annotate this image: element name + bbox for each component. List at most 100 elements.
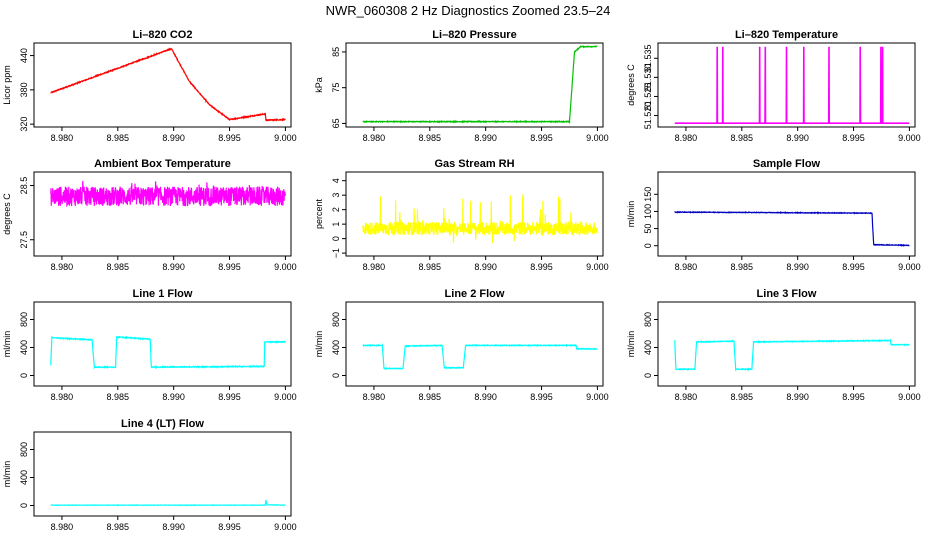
- panel-li-820-co2: Li–820 CO2 Licor ppm 8.980 8.985 8.990 8.995 9…: [2, 29, 297, 143]
- plot-frame: [657, 42, 916, 128]
- y-tick-label: 0: [643, 373, 653, 378]
- series-line: [50, 180, 286, 208]
- panel-title: Line 1 Flow: [133, 288, 193, 300]
- x-tick-label: 8.995: [842, 392, 865, 402]
- y-tick-label: 0: [19, 373, 29, 378]
- y-tick-label: 100: [643, 204, 653, 219]
- panel-title: Line 2 Flow: [445, 288, 505, 300]
- y-axis-label: percent: [314, 198, 324, 229]
- y-tick-label: 0: [643, 243, 653, 248]
- plot-frame: [345, 171, 604, 257]
- x-tick-label: 8.990: [474, 392, 497, 402]
- x-tick-label: 8.990: [474, 262, 497, 272]
- y-axis-label: degrees C: [626, 64, 636, 106]
- x-tick-label: 9.000: [586, 262, 609, 272]
- x-tick-label: 9.000: [274, 262, 297, 272]
- y-tick-label: 75: [331, 83, 341, 93]
- panel-line-1-flow: Line 1 Flow ml/min 8.980 8.985 8.990 8.995 9.0…: [2, 288, 297, 402]
- x-tick-label: 8.985: [107, 262, 130, 272]
- plot-frame: [345, 301, 604, 387]
- series-line: [362, 44, 598, 125]
- x-tick-label: 8.985: [107, 522, 130, 532]
- x-tick-label: 8.990: [162, 262, 185, 272]
- y-tick-label: 400: [643, 340, 653, 355]
- series-line: [50, 499, 286, 507]
- x-tick-label: 8.995: [530, 262, 553, 272]
- x-tick-label: 8.985: [419, 392, 442, 402]
- x-tick-label: 8.995: [842, 262, 865, 272]
- panel-line-3-flow: Line 3 Flow ml/min 8.980 8.985 8.990 8.995 9.0…: [626, 288, 921, 402]
- x-tick-label: 8.980: [675, 262, 698, 272]
- x-tick-label: 8.995: [218, 522, 241, 532]
- y-tick-label: 400: [19, 470, 29, 485]
- x-tick-label: 9.000: [586, 392, 609, 402]
- y-tick-label: 27.5: [19, 231, 29, 249]
- y-tick-label: 51.520: [643, 102, 653, 130]
- x-tick-label: 8.985: [731, 392, 754, 402]
- y-tick-label: 440: [19, 48, 29, 63]
- x-tick-label: 8.985: [731, 262, 754, 272]
- series-line: [362, 193, 598, 244]
- panel-title: Line 4 (LT) Flow: [121, 418, 204, 430]
- x-tick-label: 8.985: [419, 133, 442, 143]
- panel-line-2-flow: Line 2 Flow ml/min 8.980 8.985 8.990 8.995 9.0…: [314, 288, 609, 402]
- y-tick-label: 28.5: [19, 177, 29, 195]
- y-tick-label: −1: [331, 248, 341, 258]
- x-tick-label: 9.000: [274, 522, 297, 532]
- panel-title: Gas Stream RH: [434, 158, 514, 170]
- x-tick-label: 8.980: [51, 262, 74, 272]
- y-axis-label: ml/min: [626, 201, 636, 228]
- y-axis-label: ml/min: [2, 331, 12, 358]
- series-line: [50, 335, 286, 370]
- y-tick-label: 800: [19, 442, 29, 457]
- y-tick-label: 51.530: [643, 64, 653, 92]
- x-tick-label: 9.000: [274, 133, 297, 143]
- x-tick-label: 8.980: [51, 392, 74, 402]
- x-tick-label: 8.980: [51, 522, 74, 532]
- x-tick-label: 8.980: [675, 133, 698, 143]
- y-axis-label: degrees C: [2, 193, 12, 235]
- panel-li-820-temperature: Li–820 Temperature degrees C 8.980 8.985 8.9…: [626, 29, 921, 143]
- y-tick-label: 50: [643, 224, 653, 234]
- panel-title: Li–820 CO2: [133, 29, 193, 41]
- y-axis-label: ml/min: [2, 461, 12, 488]
- y-axis-label: kPa: [314, 77, 324, 93]
- x-tick-label: 8.985: [419, 262, 442, 272]
- y-axis-label: ml/min: [314, 331, 324, 358]
- x-tick-label: 9.000: [274, 392, 297, 402]
- x-tick-label: 8.990: [162, 392, 185, 402]
- y-tick-label: 400: [19, 340, 29, 355]
- y-tick-label: 0: [331, 236, 341, 241]
- x-tick-label: 8.990: [786, 392, 809, 402]
- series-line: [362, 342, 598, 371]
- x-tick-label: 9.000: [898, 262, 921, 272]
- panel-line-4-lt-flow: Line 4 (LT) Flow ml/min 8.980 8.985 8.990 8.9…: [2, 418, 297, 532]
- x-tick-label: 8.980: [363, 392, 386, 402]
- y-tick-label: 320: [19, 117, 29, 132]
- x-tick-label: 8.995: [218, 392, 241, 402]
- series-line: [674, 338, 910, 372]
- series-line: [674, 210, 910, 247]
- x-tick-label: 9.000: [898, 133, 921, 143]
- panel-gas-stream-rh: Gas Stream RH percent 8.980 8.985 8.990 8.995…: [314, 158, 609, 272]
- x-tick-label: 8.980: [363, 262, 386, 272]
- x-tick-label: 8.995: [218, 262, 241, 272]
- x-tick-label: 8.995: [842, 133, 865, 143]
- x-tick-label: 8.995: [530, 392, 553, 402]
- y-tick-label: 51.525: [643, 83, 653, 111]
- series-line: [50, 47, 286, 122]
- x-tick-label: 8.985: [107, 392, 130, 402]
- series-line: [674, 46, 910, 124]
- panel-title: Li–820 Temperature: [735, 29, 838, 41]
- y-tick-label: 1: [331, 222, 341, 227]
- panel-sample-flow: Sample Flow ml/min 8.980 8.985 8.990 8.995 9.0…: [626, 158, 921, 272]
- y-tick-label: 380: [19, 82, 29, 97]
- panel-title: Ambient Box Temperature: [94, 158, 231, 170]
- plot-frame: [33, 42, 292, 128]
- y-tick-label: 800: [331, 312, 341, 327]
- plot-frame: [33, 171, 292, 257]
- x-tick-label: 8.990: [162, 522, 185, 532]
- y-tick-label: 4: [331, 178, 341, 183]
- y-tick-label: 800: [643, 312, 653, 327]
